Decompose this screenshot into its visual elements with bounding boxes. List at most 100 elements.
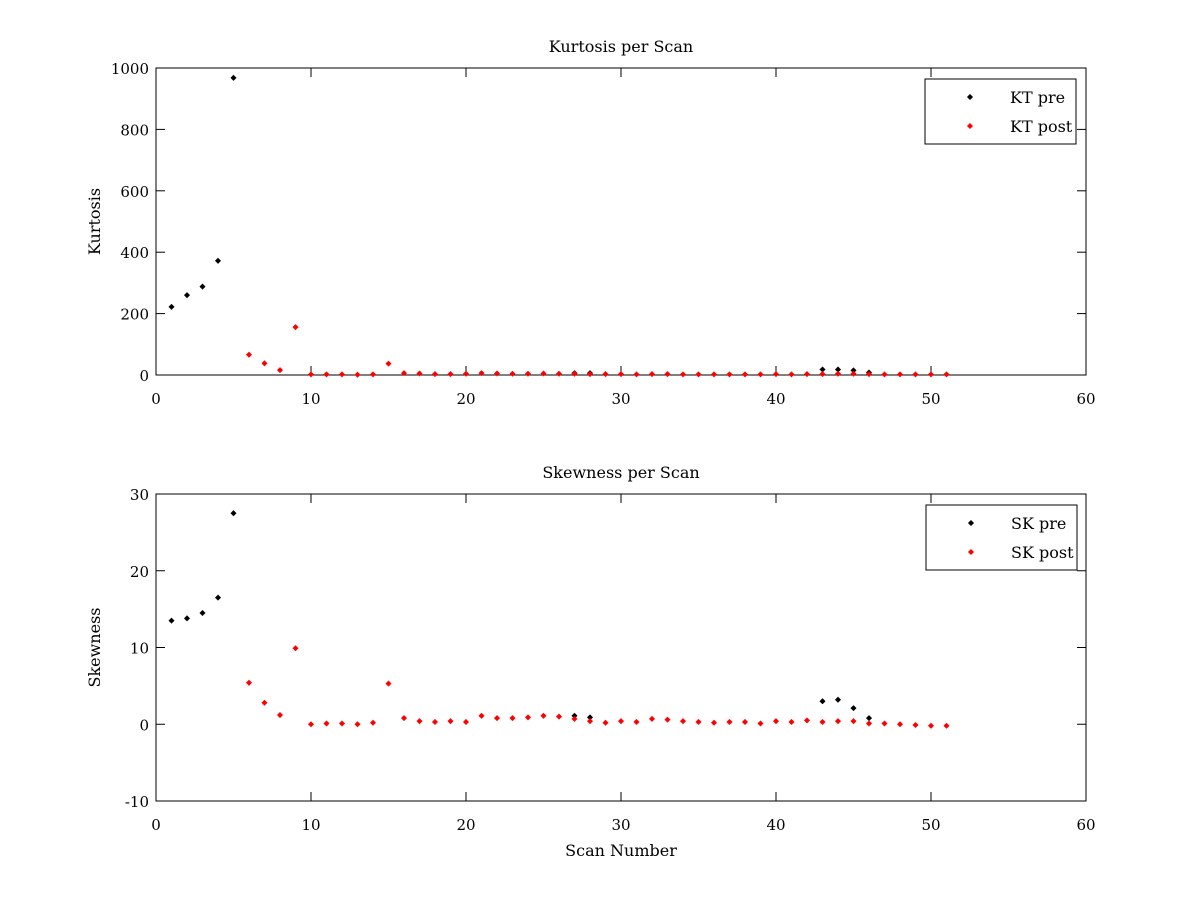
kurtosis-point-kt-post (478, 370, 485, 377)
skewness-point-sk-post (695, 718, 702, 725)
skewness-legend-label-sk-pre: SK pre (1011, 514, 1066, 533)
kurtosis-point-kt-post (276, 367, 284, 374)
kurtosis-point-kt-post (369, 371, 377, 378)
skewness-point-sk-post (788, 718, 795, 725)
skewness-point-sk-post (462, 718, 470, 725)
kurtosis-point-kt-post (819, 371, 826, 378)
kurtosis-point-kt-post (726, 371, 733, 378)
kurtosis-x-tick-label: 10 (301, 390, 320, 408)
skewness-series-sk-pre (168, 510, 873, 722)
skewness-point-sk-post (540, 712, 547, 719)
skewness-data-points (168, 510, 950, 729)
skewness-point-sk-pre (850, 705, 857, 712)
kurtosis-point-kt-post (881, 371, 888, 378)
skewness-y-tick-label: 30 (130, 486, 149, 504)
kurtosis-point-kt-post (865, 371, 873, 378)
skewness-x-tick-label: 30 (611, 816, 630, 834)
kurtosis-point-kt-pre (214, 257, 222, 264)
skewness-point-sk-pre (834, 696, 842, 703)
skewness-point-sk-post (509, 715, 516, 722)
skewness-x-tick-label: 20 (456, 816, 475, 834)
kurtosis-point-kt-post (447, 371, 454, 378)
skewness-x-tick-label: 40 (766, 816, 785, 834)
skewness-point-sk-pre (199, 609, 206, 616)
skewness-x-tick-label: 10 (301, 816, 320, 834)
kurtosis-y-axis-label: Kurtosis (85, 188, 104, 255)
kurtosis-point-kt-post (245, 351, 253, 358)
kurtosis-chart-title: Kurtosis per Scan (549, 37, 693, 56)
kurtosis-point-kt-post (710, 371, 718, 378)
skewness-point-sk-post (385, 680, 392, 687)
kurtosis-x-tick-label: 60 (1076, 390, 1095, 408)
skewness-point-sk-post (943, 722, 950, 729)
skewness-point-sk-post (710, 719, 718, 726)
skewness-point-sk-post (633, 718, 640, 725)
kurtosis-legend-label-kt-post: KT post (1010, 117, 1073, 136)
kurtosis-point-kt-post (943, 371, 950, 378)
skewness-legend-marker-sk-post (967, 548, 975, 556)
kurtosis-data-points (168, 74, 950, 378)
skewness-point-sk-post (276, 712, 284, 719)
kurtosis-series-kt-post (245, 324, 950, 378)
kurtosis-point-kt-post (509, 370, 516, 377)
kurtosis-legend-box (924, 78, 1077, 145)
kurtosis-point-kt-post (338, 371, 346, 378)
kurtosis-legend: KT pre KT post (924, 78, 1077, 145)
kurtosis-point-kt-post (493, 370, 501, 377)
skewness-point-sk-post (493, 715, 501, 722)
skewness-point-sk-post (524, 714, 532, 721)
kurtosis-point-kt-post (571, 370, 578, 377)
kurtosis-point-kt-post (912, 371, 919, 378)
kurtosis-point-kt-post (648, 371, 656, 378)
kurtosis-point-kt-post (540, 370, 547, 377)
kurtosis-y-tick-label: 800 (120, 121, 149, 139)
kurtosis-point-kt-post (757, 371, 764, 378)
skewness-point-sk-post (912, 721, 919, 729)
skewness-point-sk-post (261, 699, 268, 706)
skewness-point-sk-post (617, 718, 625, 725)
skewness-y-axis-label: Skewness (85, 607, 104, 687)
skewness-point-sk-post (741, 718, 749, 725)
skewness-y-tick-label: 20 (130, 563, 149, 581)
skewness-point-sk-post (478, 712, 485, 719)
kurtosis-chart: Kurtosis per Scan Kurtosis 0 10 20 30 40 50 60… (85, 37, 1096, 408)
kurtosis-legend-label-kt-pre: KT pre (1010, 88, 1065, 107)
skewness-legend: SK pre SK post (925, 504, 1078, 571)
kurtosis-point-kt-post (896, 371, 904, 378)
kurtosis-point-kt-pre (230, 74, 237, 81)
kurtosis-point-kt-post (602, 371, 609, 378)
kurtosis-point-kt-post (741, 371, 749, 378)
kurtosis-point-kt-post (927, 371, 935, 378)
skewness-point-sk-post (307, 721, 315, 728)
kurtosis-point-kt-post (803, 371, 811, 378)
kurtosis-y-tick-label: 1000 (111, 60, 149, 78)
kurtosis-point-kt-post (431, 371, 439, 378)
kurtosis-point-kt-post (664, 371, 671, 378)
skewness-point-sk-post (338, 720, 346, 727)
skewness-point-sk-post (447, 718, 454, 725)
kurtosis-point-kt-post (586, 371, 594, 378)
kurtosis-point-kt-post (261, 360, 268, 367)
kurtosis-point-kt-post (679, 371, 687, 378)
kurtosis-point-kt-post (555, 370, 563, 377)
skewness-point-sk-post (586, 718, 594, 725)
skewness-point-sk-post (431, 718, 439, 725)
skewness-point-sk-post (834, 718, 842, 725)
kurtosis-point-kt-post (617, 371, 625, 378)
skewness-y-tick-label: 10 (130, 640, 149, 658)
kurtosis-point-kt-pre (199, 283, 206, 290)
kurtosis-point-kt-post (834, 370, 842, 377)
skewness-point-sk-post (772, 718, 780, 725)
skewness-point-sk-post (726, 718, 733, 725)
skewness-series-sk-post (245, 645, 950, 729)
kurtosis-point-kt-post (788, 371, 795, 378)
skewness-point-sk-post (896, 721, 904, 728)
kurtosis-x-tick-label: 20 (456, 390, 475, 408)
kurtosis-point-kt-post (462, 370, 470, 377)
kurtosis-point-kt-post (292, 324, 299, 331)
skewness-point-sk-post (819, 718, 826, 725)
skewness-point-sk-post (245, 679, 253, 686)
kurtosis-point-kt-pre (168, 303, 175, 310)
